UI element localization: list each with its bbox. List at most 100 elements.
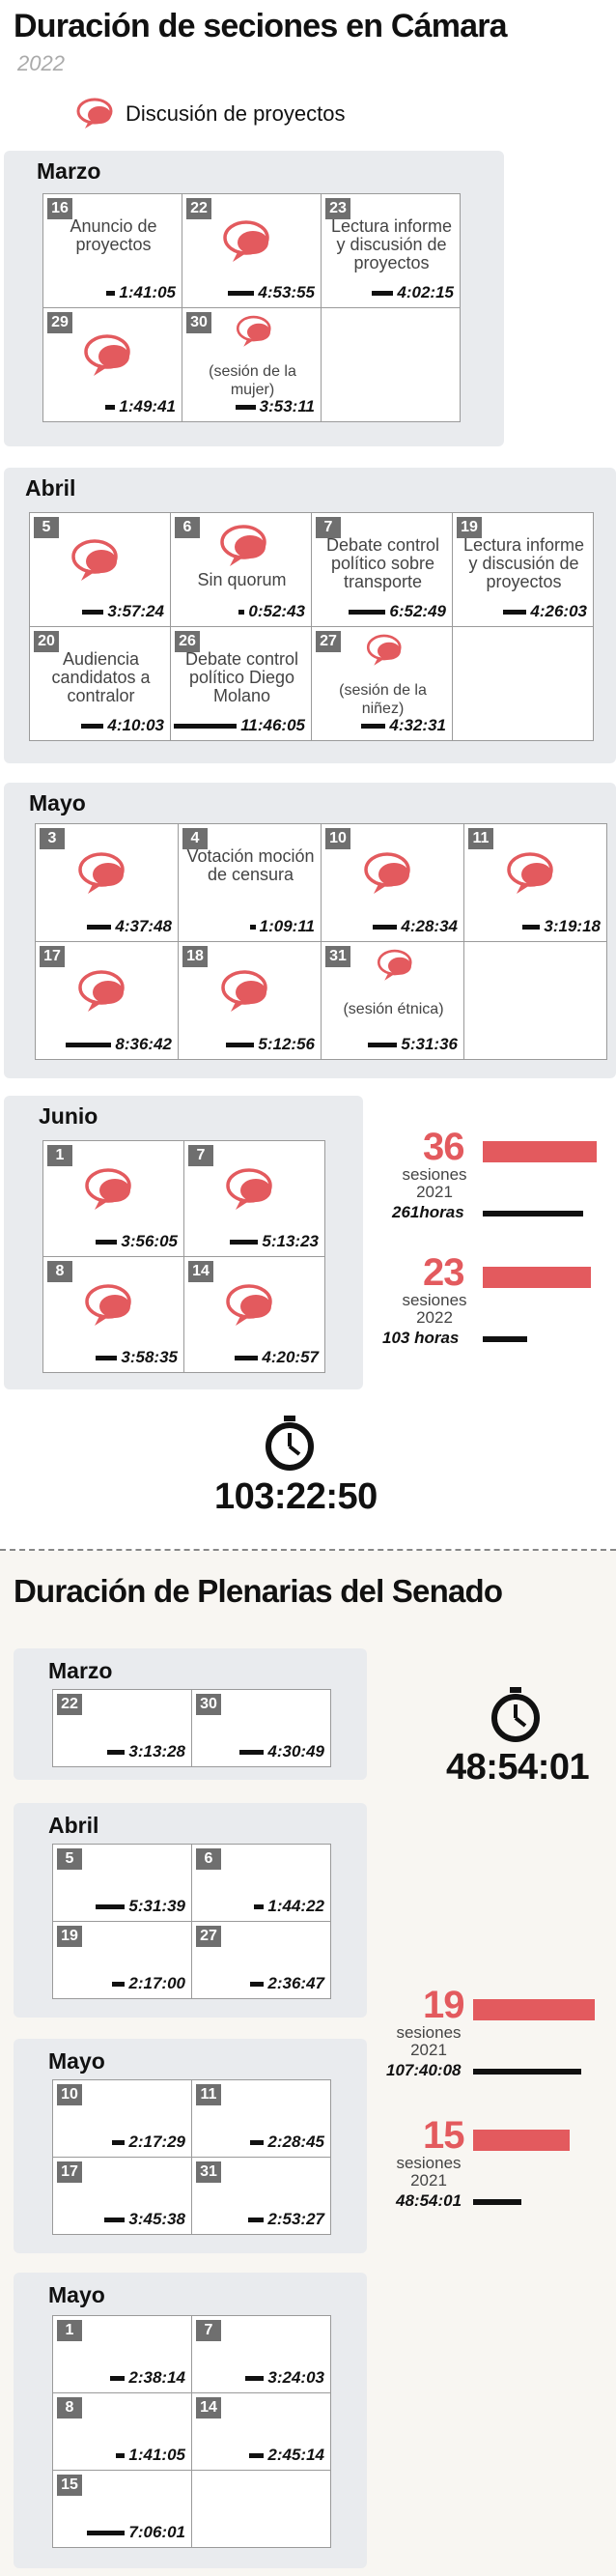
- day-badge: 8: [47, 1261, 72, 1282]
- duration-bar: [368, 1042, 398, 1047]
- session-cell: 27 (sesión de la niñez) 4:32:31: [312, 627, 453, 741]
- duration: 4:53:55: [228, 283, 315, 302]
- speech-bubble-icon: [70, 537, 126, 588]
- duration: 3:24:03: [245, 2368, 324, 2388]
- duration-bar: [503, 609, 527, 615]
- duration-text: 5:12:56: [258, 1035, 315, 1053]
- day-badge: 14: [188, 1261, 213, 1282]
- day-badge: 26: [175, 631, 200, 652]
- day-badge: 22: [57, 1694, 82, 1715]
- duration-bar: [87, 2530, 126, 2535]
- day-badge: 30: [196, 1694, 221, 1715]
- duration-bar: [110, 2375, 126, 2381]
- stat-2022-hours: 103 horas: [382, 1329, 460, 1347]
- session-cell: 7 3:24:03: [192, 2316, 331, 2393]
- camara-year: 2022: [17, 51, 65, 75]
- day-badge: 23: [325, 198, 350, 219]
- legend-label: Discusión de proyectos: [126, 101, 346, 126]
- duration-bar: [105, 404, 116, 410]
- stat-2022-hours-bar: [483, 1336, 527, 1342]
- duration-bar: [372, 290, 394, 296]
- duration-bar: [96, 1903, 126, 1909]
- session-cell: 27 2:36:47: [192, 1922, 331, 1999]
- day-badge: 5: [34, 517, 59, 538]
- cell-label: Anuncio de proyectos: [70, 216, 157, 254]
- speech-bubble-icon: [75, 97, 118, 131]
- duration-text: 3:19:18: [544, 917, 601, 935]
- speech-bubble-icon: [235, 314, 277, 354]
- duration-text: 4:53:55: [258, 283, 315, 301]
- duration-bar: [81, 723, 104, 729]
- month-label: Abril: [48, 1813, 99, 1838]
- month-label: Mayo: [48, 2282, 105, 2307]
- session-cell: 14 2:45:14: [192, 2393, 331, 2471]
- duration-bar: [228, 290, 255, 296]
- day-badge: 6: [175, 517, 200, 538]
- duration-text: 8:36:42: [115, 1035, 172, 1053]
- duration: 1:41:05: [116, 2446, 185, 2465]
- duration-bar: [104, 2217, 126, 2222]
- senado-calendar-grid: 22 3:13:28 30 4:30:49: [52, 1689, 331, 1767]
- empty-cell: [322, 308, 461, 422]
- stat-2021-hours-bar: [483, 1211, 583, 1216]
- duration-bar: [112, 1981, 126, 1987]
- camara-calendar-grid: 5 3:57:24 6 Sin quorum 0:52:43 7 Debate contro…: [29, 512, 594, 741]
- duration: 3:13:28: [107, 1742, 185, 1761]
- duration-text: 3:13:28: [128, 1742, 185, 1760]
- session-cell: 19 Lectura informe y discusión de proyect…: [453, 513, 594, 627]
- empty-cell: [464, 942, 607, 1060]
- empty-cell: [192, 2471, 331, 2548]
- duration: 11:46:05: [174, 716, 305, 735]
- duration: 1:41:05: [106, 283, 176, 302]
- session-cell: 1 3:56:05: [43, 1141, 184, 1257]
- duration-text: 0:52:43: [248, 602, 305, 620]
- duration: 2:28:45: [250, 2132, 324, 2152]
- duration: 5:31:39: [96, 1897, 185, 1916]
- session-cell: 7 Debate control político sobre transport…: [312, 513, 453, 627]
- duration: 3:53:11: [235, 397, 315, 416]
- session-cell: 23 Lectura informe y discusión de proyect…: [322, 194, 461, 308]
- day-badge: 31: [325, 946, 350, 967]
- duration: 1:49:41: [105, 397, 176, 416]
- session-cell: 16 Anuncio de proyectos 1:41:05: [43, 194, 182, 308]
- session-cell: 6 1:44:22: [192, 1845, 331, 1922]
- duration-text: 3:56:05: [121, 1232, 178, 1250]
- session-cell: 18 5:12:56: [179, 942, 322, 1060]
- duration: 4:02:15: [372, 283, 454, 302]
- speech-bubble-icon: [224, 1282, 280, 1333]
- duration: 3:19:18: [522, 917, 601, 936]
- duration-bar: [96, 1239, 118, 1245]
- cell-label: Lectura informe y discusión de proyectos: [462, 535, 585, 591]
- senado-total-time: 48:54:01: [446, 1747, 590, 1788]
- duration: 1:09:11: [249, 917, 315, 936]
- duration-text: 2:53:27: [267, 2210, 324, 2228]
- duration-text: 4:10:03: [107, 716, 164, 734]
- duration-text: 5:31:39: [128, 1897, 185, 1915]
- cell-label: Audiencia candidatos a contralor: [51, 649, 151, 705]
- day-badge: 17: [40, 946, 65, 967]
- cell-label: (sesión de la mujer): [209, 363, 296, 398]
- session-cell: 22 4:53:55: [182, 194, 322, 308]
- day-badge: 22: [186, 198, 211, 219]
- speech-bubble-icon: [224, 1166, 280, 1217]
- day-badge: 29: [47, 312, 72, 333]
- empty-cell: [453, 627, 594, 741]
- duration: 8:36:42: [66, 1035, 172, 1054]
- duration: 2:17:29: [112, 2132, 185, 2152]
- day-badge: 1: [47, 1145, 72, 1166]
- day-badge: 4: [182, 828, 208, 849]
- duration: 2:36:47: [250, 1974, 324, 1993]
- session-cell: 10 2:17:29: [53, 2080, 192, 2158]
- day-badge: 31: [196, 2161, 221, 2183]
- section-divider: [0, 1549, 616, 1551]
- duration-text: 11:46:05: [240, 716, 305, 734]
- senado-stat-1-bar: [473, 1999, 595, 2020]
- duration-text: 4:20:57: [262, 1348, 319, 1366]
- session-cell: 17 3:45:38: [53, 2158, 192, 2235]
- speech-bubble-icon: [76, 968, 132, 1019]
- duration-bar: [107, 1749, 126, 1755]
- duration-text: 2:38:14: [128, 2368, 185, 2387]
- duration-bar: [249, 2452, 265, 2458]
- duration-text: 4:37:48: [115, 917, 172, 935]
- senado-stopwatch-icon: [489, 1685, 543, 1748]
